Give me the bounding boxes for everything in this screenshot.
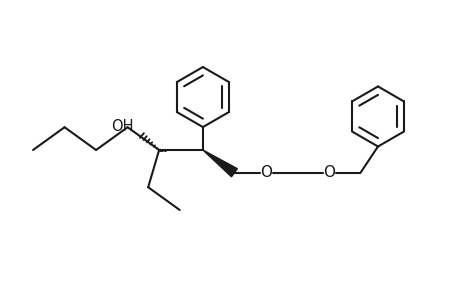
Polygon shape — [202, 150, 237, 177]
Text: OH: OH — [112, 119, 134, 134]
Text: O: O — [259, 165, 271, 180]
Text: O: O — [322, 165, 334, 180]
